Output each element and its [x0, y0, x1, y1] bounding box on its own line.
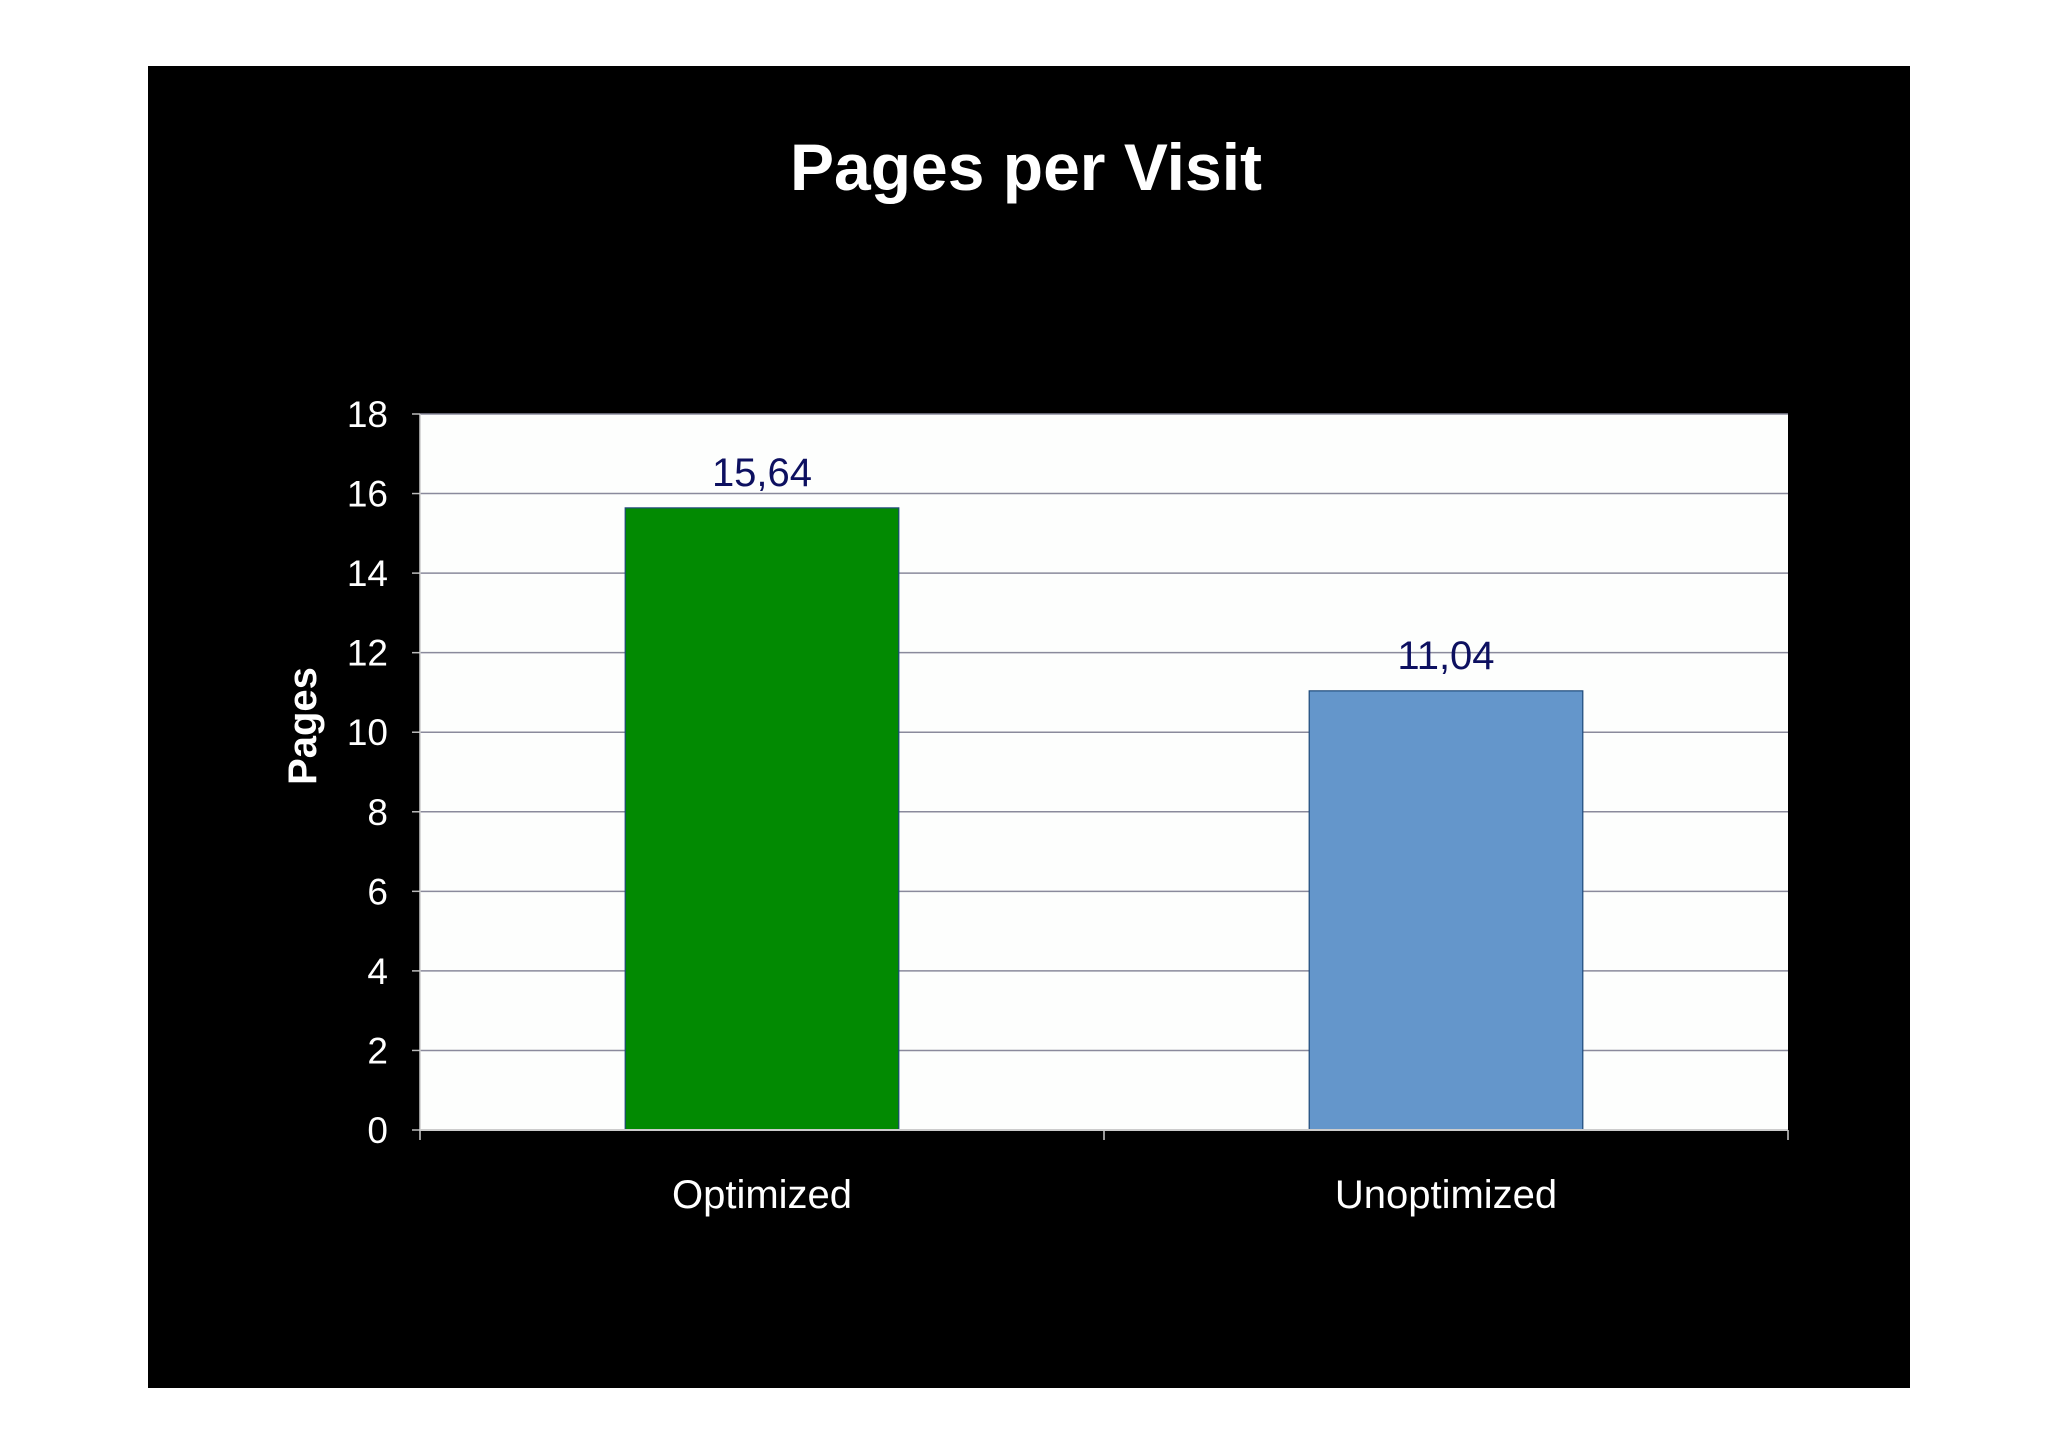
y-tick-label: 16: [347, 474, 388, 515]
bar-optimized: [624, 507, 900, 1131]
y-tick-label: 2: [367, 1030, 388, 1071]
y-tick-label: 10: [347, 712, 388, 753]
y-tick-label: 12: [347, 633, 388, 674]
y-tick-label: 14: [347, 553, 388, 594]
y-tick-label: 18: [347, 394, 388, 435]
data-label: 15,64: [712, 451, 812, 495]
y-tick-label: 4: [367, 951, 388, 992]
labels: 0 2 4 6 8 10 12 14 16 18 15,64 Optimized 11,04 Unopti…: [347, 394, 1557, 1217]
y-tick-label: 8: [367, 792, 388, 833]
axes: [412, 413, 1789, 1140]
y-axis-label: Pages: [281, 667, 325, 785]
y-tick-label: 0: [367, 1110, 388, 1151]
y-tick-label: 6: [367, 871, 388, 912]
data-label: 11,04: [1397, 634, 1494, 678]
x-tick-label: Optimized: [672, 1173, 852, 1217]
chart-title: Pages per Visit: [790, 130, 1262, 204]
bars: [624, 507, 1584, 1131]
x-tick-label: Unoptimized: [1335, 1173, 1557, 1217]
bar-unoptimized: [1308, 690, 1584, 1131]
